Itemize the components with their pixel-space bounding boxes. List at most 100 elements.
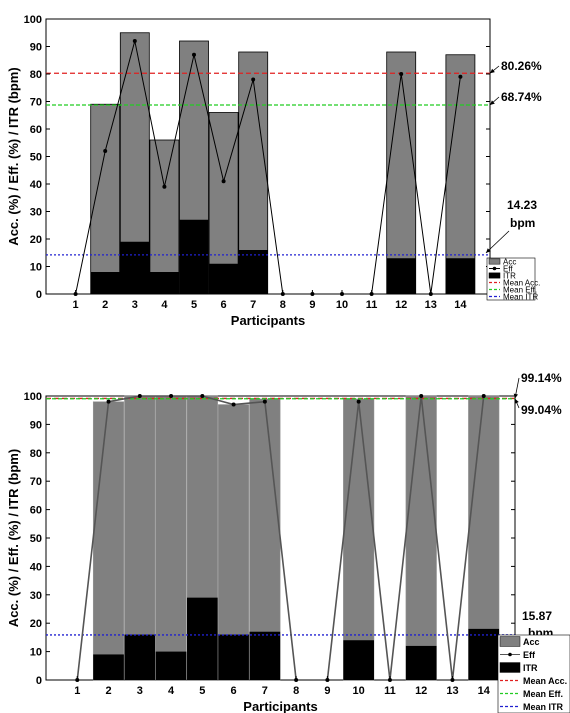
- arrow-mean-itr-head: [486, 248, 491, 253]
- point-eff-4: [169, 394, 174, 398]
- legend-label-meanitr: Mean ITR: [523, 702, 564, 712]
- legend-label-itr: ITR: [503, 272, 516, 281]
- legend-label-meanitr: Mean ITR: [503, 293, 538, 302]
- y-tick-label: 40: [30, 179, 42, 191]
- x-tick-label: 3: [137, 685, 143, 697]
- x-tick-label: 5: [199, 685, 205, 697]
- bar-itr-6: [218, 634, 249, 680]
- y-tick-label: 30: [30, 590, 42, 602]
- legend-label-eff: Eff: [503, 265, 513, 274]
- y-tick-label: 60: [30, 505, 42, 517]
- point-eff-12: [399, 72, 404, 76]
- y-tick-label: 0: [36, 289, 42, 301]
- point-eff-7: [262, 399, 267, 404]
- bar-itr-5: [187, 597, 218, 680]
- point-eff-5: [192, 52, 196, 57]
- point-eff-2: [103, 149, 108, 153]
- x-tick-label: 2: [102, 299, 108, 311]
- legend-swatch-acc: [488, 258, 501, 265]
- legend-label-meaneff: Mean Eff.: [523, 689, 563, 699]
- y-tick-label: 0: [36, 675, 42, 687]
- y-tick-label: 60: [30, 124, 42, 136]
- x-tick-label: 11: [366, 299, 378, 311]
- x-tick-label: 14: [478, 685, 491, 697]
- legend-label-eff: Eff: [523, 650, 536, 660]
- y-tick-label: 10: [30, 647, 42, 659]
- bar-itr-14: [468, 628, 500, 680]
- arrow-mean-itr: [485, 230, 510, 254]
- series-line-eff: [75, 40, 461, 295]
- y-tick-label: 70: [30, 97, 42, 109]
- x-tick-label: 13: [425, 299, 437, 311]
- legend-label-acc: Acc: [503, 258, 516, 267]
- bar-itr-7: [238, 250, 268, 294]
- point-eff-5: [200, 394, 205, 398]
- legend-box: [497, 634, 570, 713]
- annotation-mean-itr-unit: bpm: [510, 216, 535, 230]
- y-tick-label: 80: [30, 69, 42, 81]
- point-eff-12: [419, 394, 424, 398]
- legend-swatch-acc: [499, 636, 521, 647]
- x-tick-label: 7: [250, 299, 256, 311]
- bar-acc-14: [445, 54, 476, 295]
- x-tick-label: 8: [280, 299, 286, 311]
- x-tick-label: 4: [168, 685, 175, 697]
- x-tick-label: 10: [353, 685, 365, 697]
- x-tick-label: 4: [161, 299, 168, 311]
- x-tick-label: 6: [231, 685, 237, 697]
- x-tick-label: 9: [309, 299, 315, 311]
- x-tick-label: 7: [262, 685, 268, 697]
- legend-label-meaneff: Mean Eff.: [503, 286, 537, 295]
- arrow-mean-acc-head: [513, 393, 518, 399]
- arrow-mean-acc-head: [490, 68, 495, 74]
- bar-itr-3: [124, 634, 156, 680]
- x-axis-label: Participants: [243, 699, 317, 713]
- y-axis-label: Acc. (%) / Eff. (%) / ITR (bpm): [6, 67, 21, 245]
- bar-itr-10: [343, 640, 374, 680]
- arrow-mean-eff-head: [514, 398, 519, 404]
- bar-acc-4: [155, 395, 187, 681]
- x-tick-label: 12: [415, 685, 427, 697]
- x-tick-label: 1: [74, 685, 80, 697]
- bar-itr-12: [386, 258, 416, 294]
- legend-marker-eff: [492, 266, 497, 271]
- x-tick-label: 12: [395, 299, 407, 311]
- annotation-mean-acc: 80.26%: [501, 59, 542, 73]
- point-eff-6: [231, 402, 236, 407]
- bar-itr-4: [155, 651, 187, 680]
- point-eff-14: [481, 394, 486, 398]
- y-tick-label: 20: [30, 234, 42, 246]
- y-tick-label: 100: [24, 391, 42, 403]
- x-tick-label: 14: [454, 299, 467, 311]
- legend-swatch-itr: [488, 272, 501, 279]
- bar-itr-4: [149, 272, 179, 294]
- x-tick-label: 13: [446, 685, 458, 697]
- x-tick-label: 5: [191, 299, 197, 311]
- bar-itr-5: [179, 219, 209, 294]
- bar-itr-3: [120, 241, 150, 294]
- point-eff-7: [251, 77, 256, 82]
- y-tick-label: 50: [30, 533, 42, 545]
- annotation-mean-eff: 99.04%: [521, 403, 562, 417]
- legend: Acc Eff ITR Mean Acc. Mean Eff. Mean ITR: [497, 634, 570, 713]
- y-tick-label: 20: [30, 618, 42, 630]
- bar-itr-6: [209, 263, 239, 294]
- bar-itr-14: [445, 258, 475, 294]
- y-tick-label: 100: [24, 14, 42, 26]
- series-line-eff: [76, 395, 485, 681]
- x-axis-label: Participants: [231, 313, 305, 328]
- point-eff-3: [132, 39, 137, 43]
- point-eff-4: [162, 184, 167, 189]
- legend-swatch-itr: [499, 662, 521, 673]
- bar-acc-3: [124, 395, 156, 681]
- point-eff-3: [137, 394, 142, 398]
- legend-label-meanacc: Mean Acc.: [523, 676, 567, 686]
- y-tick-label: 80: [30, 448, 42, 460]
- bar-acc-12: [386, 51, 417, 295]
- bar-itr-7: [249, 631, 281, 680]
- x-tick-label: 2: [105, 685, 111, 697]
- legend-label-acc: Acc: [523, 637, 540, 647]
- point-eff-2: [106, 399, 111, 404]
